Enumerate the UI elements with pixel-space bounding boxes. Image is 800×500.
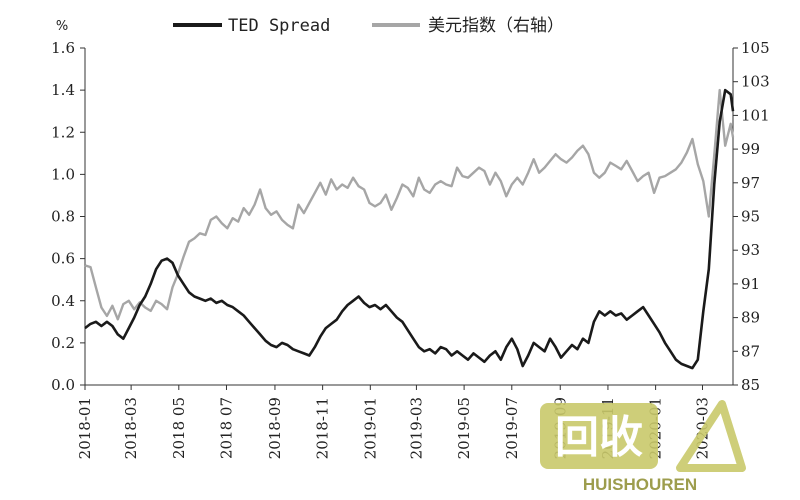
- x-tick-label: 2018-11: [314, 397, 332, 459]
- left-tick-label: 0.0: [51, 376, 75, 394]
- right-tick-label: 85: [741, 376, 760, 394]
- left-tick-label: 1.4: [51, 81, 75, 99]
- x-tick-label: 2018 07: [217, 397, 235, 459]
- x-tick-label: 2018-03: [122, 397, 140, 459]
- right-tick-label: 105: [741, 39, 770, 57]
- x-tick-label: 2018 05: [170, 397, 188, 459]
- right-tick-label: 87: [741, 342, 760, 360]
- x-tick-label: 2019-01: [361, 397, 379, 459]
- legend-label-dxy: 美元指数（右轴）: [428, 16, 564, 36]
- x-tick-label: 2018-09: [266, 397, 284, 459]
- left-tick-label: 1.2: [51, 123, 75, 141]
- right-tick-label: 101: [741, 106, 770, 124]
- watermark-badge: [540, 403, 658, 469]
- left-tick-label: 0.2: [51, 334, 75, 352]
- watermark-triangle-icon: [676, 400, 746, 472]
- left-tick-label: 0.4: [51, 292, 75, 310]
- watermark-logo: 回收 HUISHOUREN: [540, 400, 746, 494]
- x-tick-label: 2019-05: [455, 397, 473, 459]
- ted-spread-line: [84, 88, 735, 370]
- x-tick-label: 2019-03: [407, 397, 425, 459]
- x-tick-label: 2019-07: [503, 397, 521, 459]
- x-tick-label: 2018-01: [76, 397, 94, 459]
- dollar-index-line: [84, 88, 735, 321]
- right-tick-label: 89: [741, 309, 760, 327]
- right-tick-label: 93: [741, 241, 760, 259]
- watermark-logo-text: 回收: [555, 413, 643, 462]
- right-tick-label: 91: [741, 275, 760, 293]
- left-tick-label: 1.0: [51, 165, 75, 183]
- legend-label-ted: TED Spread: [228, 16, 330, 36]
- right-tick-label: 99: [741, 140, 760, 158]
- watermark-site-text: HUISHOUREN: [583, 475, 697, 494]
- right-tick-label: 103: [741, 73, 770, 91]
- right-tick-label: 97: [741, 174, 760, 192]
- left-axis-unit: %: [56, 19, 68, 34]
- left-tick-label: 0.6: [51, 250, 75, 268]
- series-layer: [84, 88, 735, 370]
- left-tick-label: 0.8: [51, 208, 75, 226]
- left-tick-label: 1.6: [51, 39, 75, 57]
- legend: TED Spread 美元指数（右轴）: [173, 16, 564, 36]
- right-tick-label: 95: [741, 208, 760, 226]
- axes: % 0.0 0.2 0.4 0.6 0.8 1.0 1.2 1.4 1.6 85 87 89 91 93 95…: [51, 19, 770, 459]
